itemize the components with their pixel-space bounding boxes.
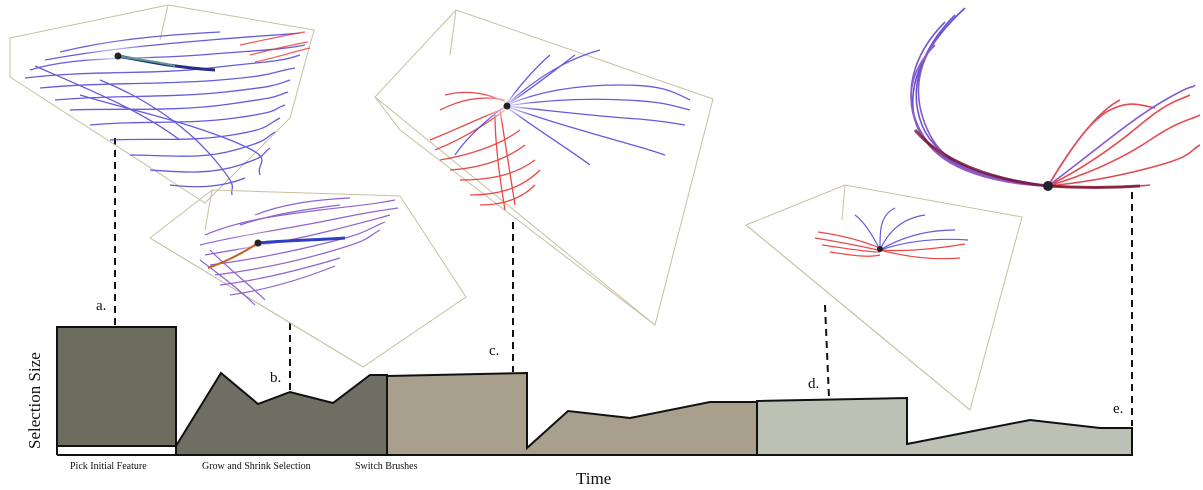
stage-label-grow-shrink: Grow and Shrink Selection <box>202 461 311 472</box>
event-label-c: c. <box>489 343 500 359</box>
y-axis-label: Selection Size <box>25 352 44 449</box>
render-e-fiber-bundle <box>910 7 1201 191</box>
render-d-fiber-bundle <box>745 184 1023 411</box>
render-b-fiber-bundle <box>149 189 467 368</box>
phase-pick-area <box>56 326 177 455</box>
render-c-fiber-bundle <box>374 9 714 326</box>
event-label-b: b. <box>270 370 282 386</box>
phase-grow-shrink-area <box>175 371 388 456</box>
phase-brush-2-area <box>386 371 758 456</box>
phase-brush-3-area <box>756 396 1133 456</box>
event-label-a: a. <box>96 298 107 314</box>
x-axis-label: Time <box>576 469 612 488</box>
stage-label-pick: Pick Initial Feature <box>70 461 147 472</box>
selection-size-chart <box>56 326 1133 456</box>
render-a-fiber-bundle <box>9 4 315 204</box>
event-label-d: d. <box>808 376 820 392</box>
event-label-e: e. <box>1113 401 1124 417</box>
connector-d <box>824 304 830 399</box>
stage-label-switch-brushes: Switch Brushes <box>355 461 418 472</box>
